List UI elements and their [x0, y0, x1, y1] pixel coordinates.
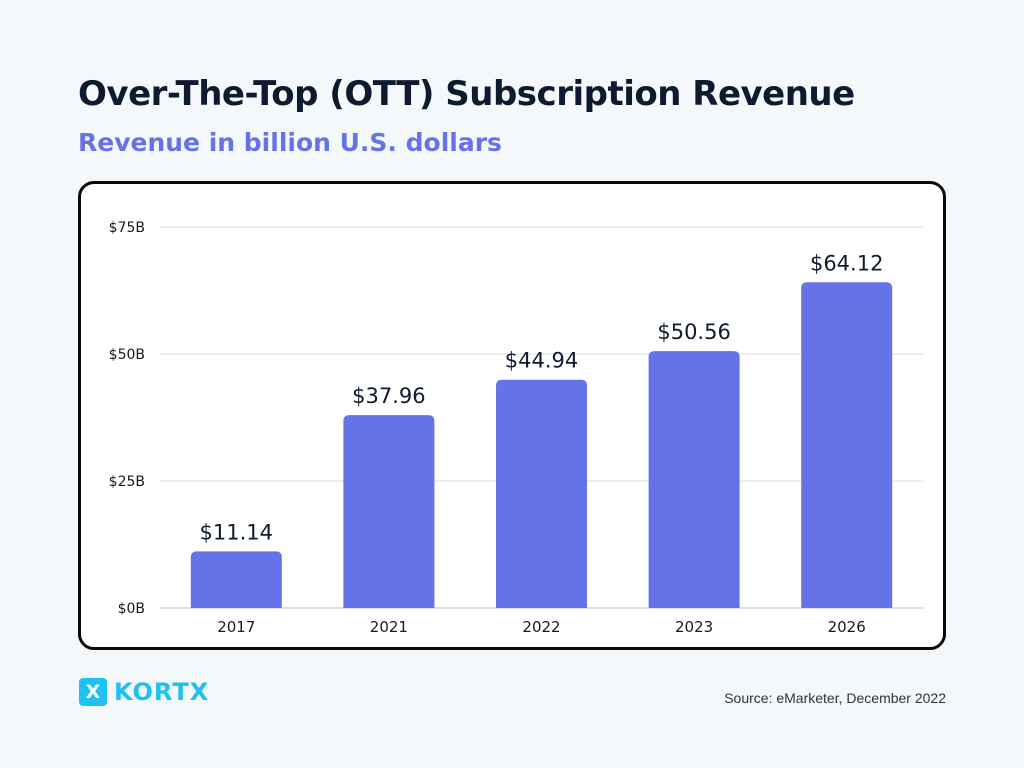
y-tick-label: $0B	[118, 601, 145, 617]
bar-chart: $0B $25B $50B $75B $11.14 2017 $37.96 2021 $44.9…	[109, 220, 923, 636]
x-tick-label: 2023	[675, 618, 713, 636]
data-label: $50.56	[657, 320, 730, 344]
bar	[648, 351, 740, 608]
kortx-logo: X KORTX	[79, 678, 209, 706]
bar	[801, 282, 893, 608]
chart-card: $0B $25B $50B $75B $11.14 2017 $37.96 2021 $44.9…	[78, 181, 946, 650]
bar	[496, 379, 587, 608]
bar	[190, 551, 282, 608]
x-tick-label: 2021	[370, 618, 408, 636]
y-tick-label: $25B	[109, 474, 145, 490]
chart-title: Over-The-Top (OTT) Subscription Revenue	[78, 74, 855, 114]
x-tick-label: 2022	[522, 618, 560, 636]
logo-wordmark: KORTX	[114, 678, 210, 706]
x-tick-label: 2026	[828, 618, 866, 636]
data-label: $37.96	[352, 384, 425, 408]
y-tick-label: $50B	[109, 347, 145, 363]
x-logo-icon: X	[79, 678, 107, 706]
data-label: $11.14	[200, 520, 273, 544]
x-tick-label: 2017	[217, 618, 255, 636]
data-label: $64.12	[810, 251, 883, 275]
chart-subtitle: Revenue in billion U.S. dollars	[78, 128, 502, 157]
y-tick-label: $75B	[109, 220, 145, 236]
data-label: $44.94	[505, 349, 578, 373]
bar	[343, 415, 435, 608]
source-note: Source: eMarketer, December 2022	[724, 690, 946, 706]
